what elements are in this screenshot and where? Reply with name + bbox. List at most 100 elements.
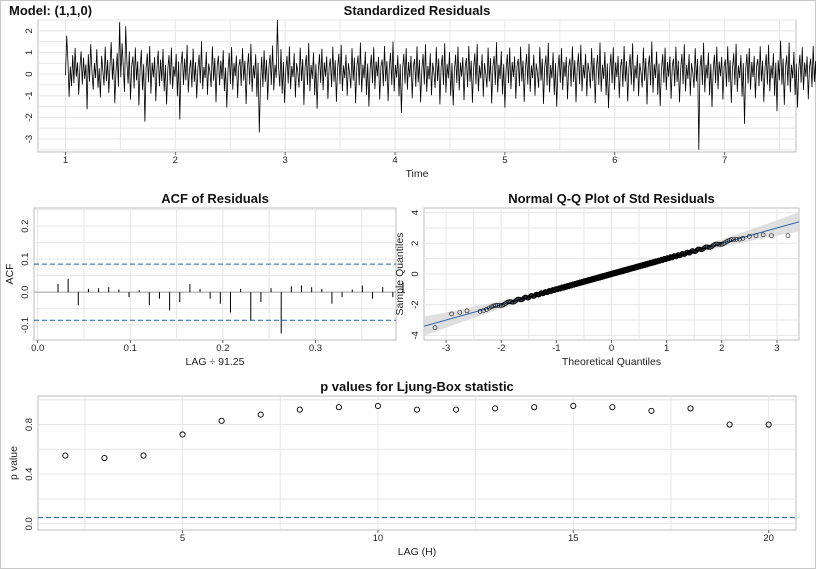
p-value-point bbox=[101, 454, 108, 462]
qq-point bbox=[498, 303, 504, 308]
x-axis-label: Theoretical Quantiles bbox=[562, 356, 661, 368]
y-tick-label: -2 bbox=[410, 300, 421, 308]
y-tick-label: 0.4 bbox=[24, 468, 35, 481]
residuals-chart: 1 2 3 4 5 6 7 -3 -2 -1 0 1 2 Standardized Residuals Ti… bbox=[24, 3, 816, 180]
y-tick-label: 0.0 bbox=[24, 517, 35, 530]
qq-point bbox=[477, 309, 483, 314]
qq-point bbox=[464, 308, 470, 314]
qq-point bbox=[457, 310, 463, 315]
x-tick-label: 3 bbox=[283, 155, 288, 166]
y-tick-label: -1 bbox=[24, 92, 35, 100]
x-tick-label: 0 bbox=[609, 343, 614, 354]
p-value-point bbox=[531, 404, 538, 411]
y-axis-label: p value bbox=[8, 446, 20, 480]
qq-point bbox=[731, 237, 737, 242]
x-axis-label: LAG (H) bbox=[398, 546, 437, 558]
qq-point bbox=[737, 236, 742, 242]
x-tick-label: 5 bbox=[502, 155, 507, 166]
y-tick-label: 0 bbox=[24, 71, 35, 76]
ljung-box-chart: 5 10 15 20 0.0 0.4 0.8 p values for Ljung-Box s… bbox=[8, 379, 797, 558]
p-value-point bbox=[257, 411, 264, 418]
x-tick-label: 20 bbox=[763, 533, 774, 544]
y-tick-label: -3 bbox=[24, 135, 35, 143]
x-tick-label: 5 bbox=[180, 533, 185, 544]
p-value-point bbox=[413, 406, 421, 413]
qq-point bbox=[497, 303, 502, 308]
p-value-point bbox=[687, 405, 694, 412]
x-tick-label: 7 bbox=[722, 155, 727, 166]
qq-point bbox=[729, 237, 734, 242]
qq-point bbox=[521, 296, 526, 301]
qq-point bbox=[740, 236, 746, 241]
qq-point bbox=[726, 238, 732, 243]
p-value-point bbox=[570, 402, 577, 409]
p-value-point bbox=[648, 407, 655, 414]
qq-point bbox=[760, 232, 766, 238]
plot-area bbox=[37, 19, 797, 153]
x-tick-label: -3 bbox=[442, 343, 450, 354]
x-tick-label: -1 bbox=[552, 343, 560, 354]
p-value-point bbox=[765, 421, 772, 428]
p-value-point bbox=[492, 405, 499, 412]
x-tick-label: 0.0 bbox=[31, 343, 44, 354]
plot-area bbox=[37, 395, 797, 531]
p-value-point bbox=[726, 421, 733, 428]
x-tick-label: 1 bbox=[63, 155, 68, 166]
qq-point bbox=[489, 304, 494, 310]
x-tick-label: 4 bbox=[392, 155, 397, 166]
qq-point bbox=[486, 305, 492, 311]
y-tick-label: 0.1 bbox=[20, 253, 31, 266]
p-value-point bbox=[179, 431, 186, 438]
x-tick-label: 0.2 bbox=[216, 343, 229, 354]
x-tick-label: 2 bbox=[173, 155, 178, 166]
qq-point bbox=[481, 308, 486, 313]
chart-title: p values for Ljung-Box statistic bbox=[320, 379, 514, 394]
y-tick-label: 0.2 bbox=[20, 220, 31, 233]
p-value-point bbox=[218, 417, 225, 424]
p-value-point bbox=[374, 402, 381, 409]
p-value-point bbox=[62, 452, 69, 459]
y-tick-label: 4 bbox=[410, 210, 421, 215]
x-tick-label: 0.1 bbox=[124, 343, 137, 354]
p-value-point bbox=[609, 404, 616, 411]
y-tick-label: 0.0 bbox=[20, 286, 31, 299]
x-axis-label: Time bbox=[406, 168, 429, 180]
qq-point bbox=[484, 307, 489, 312]
qq-point bbox=[503, 301, 508, 306]
x-tick-label: 3 bbox=[774, 343, 779, 354]
y-tick-label: -0.1 bbox=[20, 317, 31, 333]
residual-series-line bbox=[65, 19, 816, 150]
qq-point bbox=[785, 233, 791, 238]
y-tick-label: 0 bbox=[410, 271, 421, 276]
p-value-point bbox=[296, 406, 303, 413]
qq-point bbox=[747, 234, 752, 239]
x-tick-label: 15 bbox=[568, 533, 579, 544]
qq-point bbox=[753, 233, 759, 238]
plot-area bbox=[33, 207, 397, 341]
x-tick-label: 1 bbox=[664, 343, 669, 354]
qq-point bbox=[449, 311, 454, 317]
x-tick-label: 10 bbox=[373, 533, 384, 544]
y-tick-label: 2 bbox=[410, 241, 421, 246]
x-tick-label: 6 bbox=[612, 155, 617, 166]
qq-point bbox=[734, 237, 739, 242]
x-tick-label: 2 bbox=[719, 343, 724, 354]
model-label: Model: (1,1,0) bbox=[9, 3, 92, 18]
p-value-point bbox=[335, 404, 342, 411]
qq-point bbox=[495, 303, 501, 308]
chart-title: Normal Q-Q Plot of Std Residuals bbox=[508, 191, 715, 206]
y-axis-label: ACF bbox=[4, 264, 16, 285]
y-axis-label: Sample Quantiles bbox=[394, 233, 406, 316]
y-tick-label: -2 bbox=[24, 113, 35, 121]
chart-title: ACF of Residuals bbox=[161, 191, 269, 206]
y-tick-label: -4 bbox=[410, 331, 421, 339]
qq-chart: -3 -2 -1 0 1 2 3 -4 -2 0 2 4 Normal Q-Q Plot of Std … bbox=[394, 191, 800, 368]
chart-title: Standardized Residuals bbox=[344, 3, 491, 18]
x-tick-label: 0.3 bbox=[309, 343, 322, 354]
y-tick-label: 0.8 bbox=[24, 418, 35, 431]
p-value-point bbox=[453, 406, 460, 413]
p-value-point bbox=[140, 452, 147, 459]
y-tick-label: 1 bbox=[24, 50, 35, 55]
